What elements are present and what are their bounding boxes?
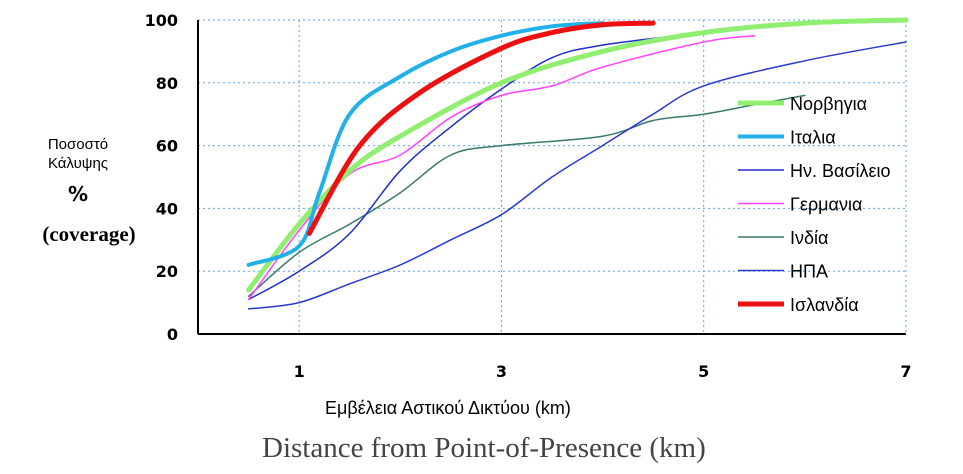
series-line-2 [247,31,705,301]
series-lines [246,17,909,310]
legend-label: Νορβηγια [790,94,867,114]
series-line-5 [247,41,907,310]
legend-label: ΗΠΑ [790,262,828,282]
x-tick-label: 7 [900,362,911,381]
legend-label: Ην. Βασίλειο [790,161,891,181]
y-tick-label: 20 [156,262,178,281]
y-tick-label: 0 [167,325,178,344]
legend-label: Γερμανια [790,195,862,215]
legend-label: Ισλανδία [790,295,859,315]
legend-label: Ινδία [790,228,828,248]
x-tick-label: 1 [294,362,305,381]
y-axis-label-percent: % [67,182,89,206]
y-tick-label: 80 [156,74,178,93]
series-line-6 [306,20,656,236]
series-line-4 [247,94,806,298]
y-axis-label-line-1: Ποσοστό [47,136,109,153]
legend: Νορβηγια Ιταλια Ην. Βασίλειο Γερμανια Ινδία Η… [738,94,891,315]
y-tick-labels: 0 20 40 60 80 100 [145,11,178,344]
x-tick-labels: 1 3 5 7 [294,362,912,381]
grid-lines [198,19,907,334]
y-axis-label-english: (coverage) [42,222,136,246]
y-axis-label-line-2: Κάλυψης [47,155,109,172]
x-axis-label-english: Distance from Point-of-Presence (km) [262,432,706,464]
x-axis-label: Εμβέλεια Αστικού Δικτύου (km) [325,398,571,418]
y-tick-label: 100 [145,11,178,30]
y-tick-label: 40 [156,199,178,218]
legend-label: Ιταλια [790,128,836,148]
x-tick-label: 5 [698,362,709,381]
y-tick-label: 60 [156,137,178,156]
x-tick-label: 3 [496,362,507,381]
